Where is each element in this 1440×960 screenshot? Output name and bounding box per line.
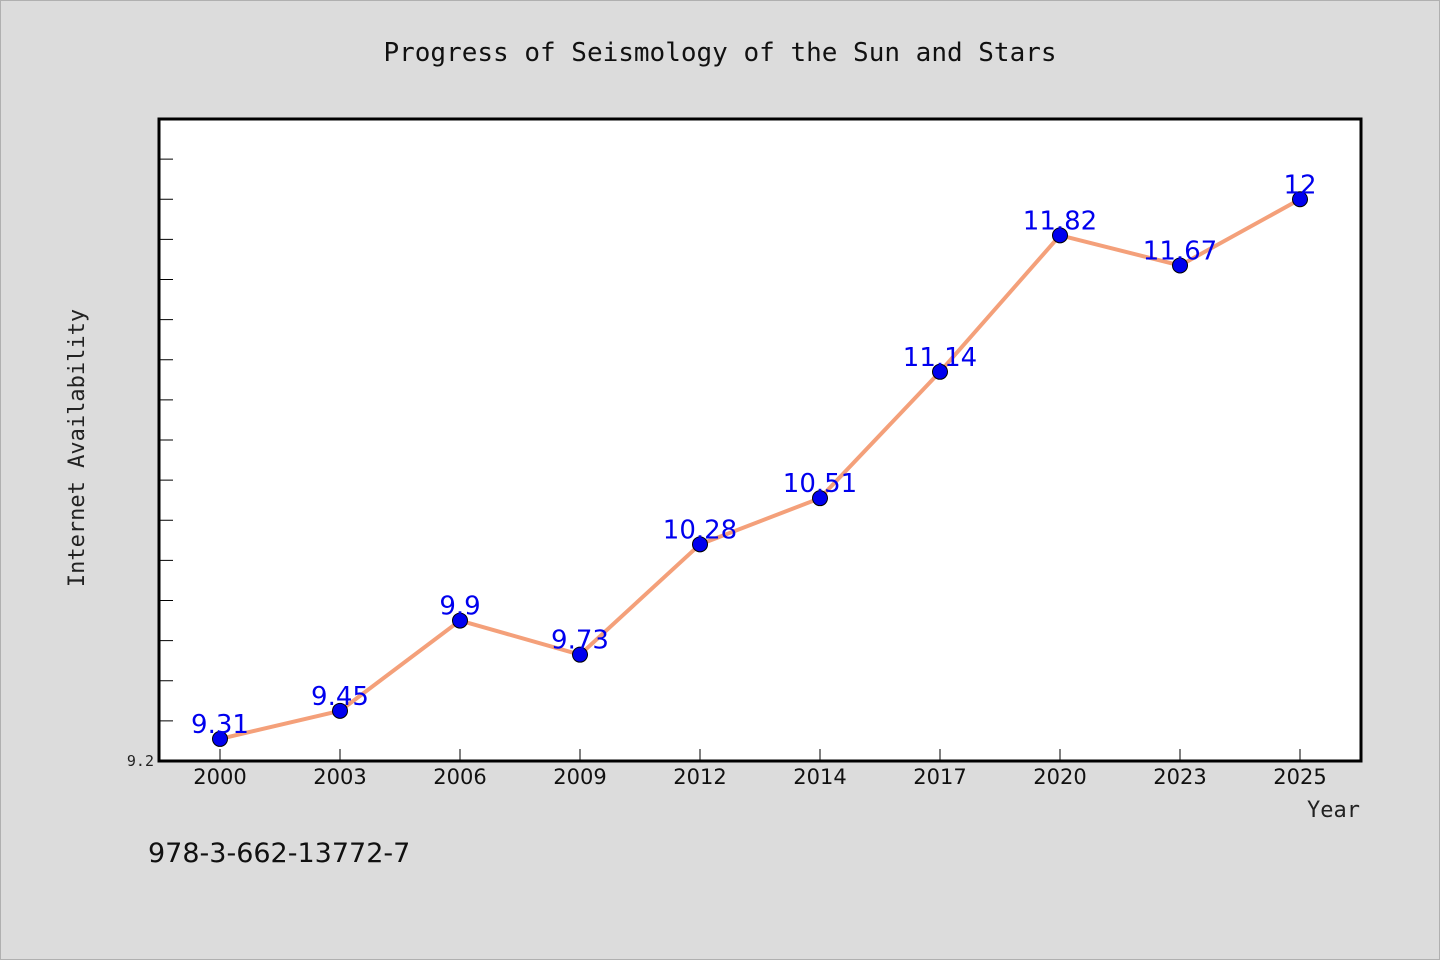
x-tick-label: 2020 [1033,765,1086,789]
data-point [332,702,348,719]
data-point [572,646,588,663]
y-axis-label: Internet Availability [65,309,90,587]
data-label: 9.45 [311,682,369,712]
data-point [1292,191,1308,208]
data-point [212,730,228,747]
x-tick-label: 2006 [433,765,486,789]
x-axis-ticks: 2000 2003 2006 2009 2012 2014 2017 2020 2023 2025 [193,749,1327,789]
x-axis-label: Year [1307,798,1360,823]
series: 9.31 9.45 9.9 9.73 10.28 10.51 11.14 11.82 11.67… [191,170,1317,747]
x-tick-label: 2003 [313,765,366,789]
plot-area [157,117,1363,763]
y-tick-label: 9.2 [127,752,154,770]
x-tick-label: 2017 [913,765,966,789]
data-label: 10.51 [783,469,857,499]
data-point [1052,227,1068,244]
data-label: 11.14 [903,343,977,373]
data-point [692,536,708,553]
x-tick-label: 2025 [1273,765,1326,789]
data-label: 11.82 [1023,206,1097,236]
data-label: 9.73 [551,626,609,656]
data-label: 12 [1283,170,1316,200]
data-label: 11.67 [1143,236,1217,266]
series-line [219,197,1301,741]
data-label: 10.28 [663,515,737,545]
data-point [812,490,828,507]
data-label: 9.31 [191,710,249,740]
x-tick-label: 2023 [1153,765,1206,789]
y-axis-ticks: 9.2 [127,158,173,770]
data-point [932,363,948,380]
x-tick-label: 2000 [193,765,246,789]
data-point [1172,257,1188,274]
chart-title: Progress of Seismology of the Sun and St… [383,38,1056,68]
x-tick-label: 2014 [793,765,846,789]
data-point [452,612,468,629]
x-tick-label: 2009 [553,765,606,789]
footnote-isbn: 978-3-662-13772-7 [148,838,410,869]
x-tick-label: 2012 [673,765,726,789]
data-label: 9.9 [439,592,480,622]
